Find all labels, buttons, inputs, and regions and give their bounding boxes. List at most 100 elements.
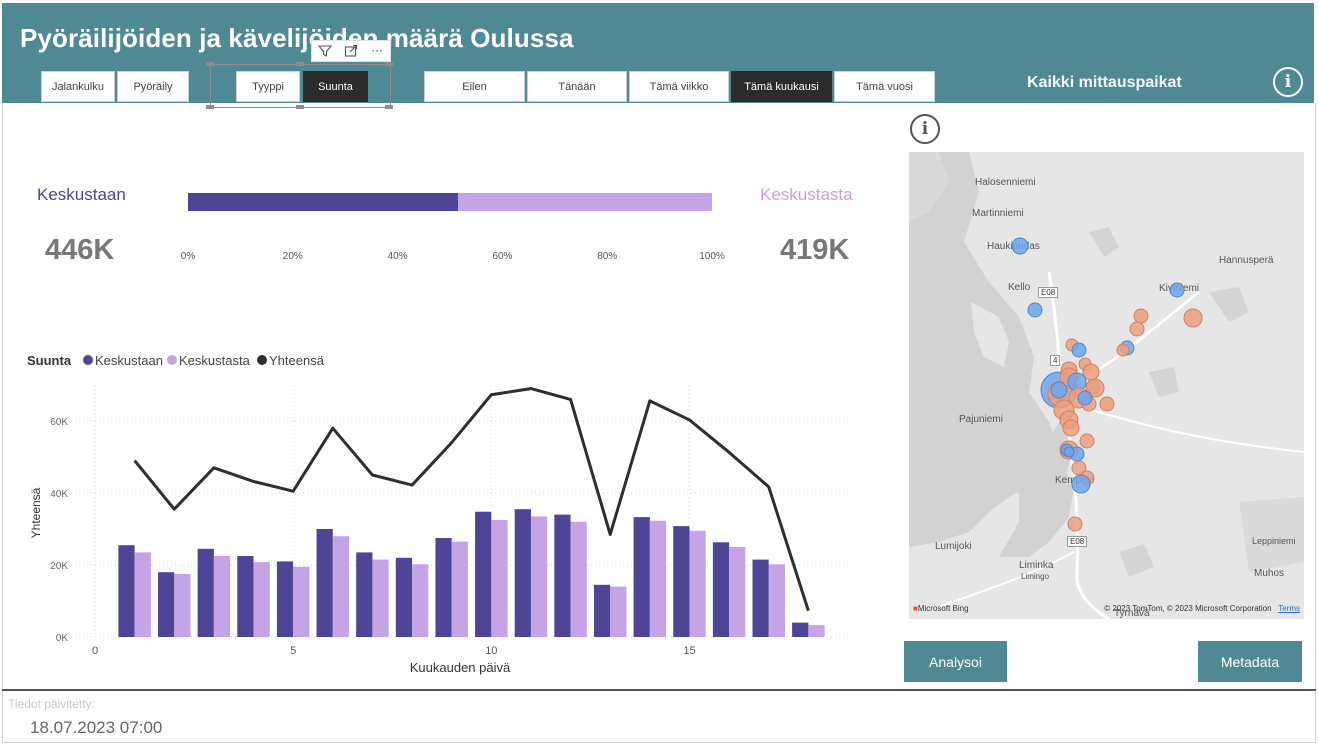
- slicer-item-this-week[interactable]: Tämä viikko: [629, 71, 729, 102]
- bar-to-center: [118, 545, 135, 637]
- road-shield: E08: [1067, 536, 1088, 547]
- info-icon[interactable]: i: [1273, 67, 1303, 97]
- y-tick-label: 20K: [50, 561, 68, 572]
- share-tick-label: 60%: [492, 251, 512, 262]
- measurement-point-bubble: [1063, 446, 1075, 458]
- slicer-item-cycling[interactable]: Pyöräily: [117, 71, 189, 102]
- metadata-button[interactable]: Metadata: [1198, 641, 1302, 682]
- bar-to-center: [237, 556, 254, 637]
- resize-handle[interactable]: [296, 62, 304, 66]
- location-filter-label[interactable]: Kaikki mittauspaikat: [1027, 74, 1182, 91]
- road-shield: 4: [1050, 355, 1061, 366]
- bar-from-center: [729, 547, 746, 637]
- x-axis-title: Kuukauden päivä: [410, 660, 511, 675]
- legend-entry: Keskustaan: [95, 353, 163, 368]
- y-tick-label: 60K: [50, 417, 68, 428]
- visual-header-toolbar: ···: [311, 40, 391, 62]
- daily-count-combo-chart: Suunta Keskustaan Keskustasta Yhteensä 0K 20K…: [27, 353, 848, 675]
- map-place-label: Pajuniemi: [959, 414, 1003, 425]
- road-shield: E08: [1038, 287, 1059, 298]
- bar-from-center: [134, 552, 151, 637]
- slicer-item-walking[interactable]: Jalankulku: [41, 71, 115, 102]
- resize-handle[interactable]: [385, 62, 393, 66]
- bar-from-center: [293, 566, 310, 637]
- measurement-point-bubble: [1050, 381, 1068, 399]
- map-place-label: Kello: [1008, 282, 1031, 293]
- kpi-from-center-label: Keskustasta: [760, 185, 853, 204]
- share-tick-label: 40%: [388, 251, 408, 262]
- x-tick-label: 15: [683, 645, 695, 657]
- bar-to-center: [633, 517, 650, 637]
- updated-value: 18.07.2023 07:00: [30, 718, 163, 737]
- measurement-point-bubble: [1071, 342, 1087, 358]
- bar-from-center: [174, 574, 191, 637]
- bar-to-center: [554, 514, 571, 637]
- bar-from-center: [649, 520, 667, 637]
- bar-to-center: [673, 526, 690, 637]
- updated-label: Tiedot päivitetty:: [8, 697, 95, 711]
- bar-from-center: [768, 564, 785, 637]
- map-terms-link[interactable]: Terms: [1278, 604, 1300, 613]
- total-line: [133, 387, 810, 612]
- measurement-point-bubble: [1071, 474, 1091, 494]
- map-copyright: © 2023 TomTom, © 2023 Microsoft Corporat…: [1104, 604, 1272, 613]
- focus-mode-icon[interactable]: [342, 42, 360, 60]
- bar-from-center: [530, 516, 548, 637]
- share-tick-label: 80%: [597, 251, 617, 262]
- legend-marker: [83, 355, 93, 365]
- map-bubbles-layer[interactable]: [909, 152, 1304, 619]
- share-tick-label: 100%: [699, 251, 725, 262]
- resize-handle[interactable]: [206, 62, 214, 66]
- legend-marker: [257, 355, 267, 365]
- bar-from-center: [332, 536, 350, 637]
- bar-from-center: [689, 530, 706, 637]
- slicer-item-type[interactable]: Tyyppi: [236, 71, 300, 102]
- slicer-item-today[interactable]: Tänään: [527, 71, 627, 102]
- map-attribution: ■Microsoft Bing © 2023 TomTom, © 2023 Mi…: [913, 604, 1300, 613]
- bar-from-center: [372, 559, 389, 637]
- measurement-point-bubble: [1027, 302, 1043, 318]
- measurement-point-bubble: [1079, 433, 1095, 449]
- slicer-item-this-month[interactable]: Tämä kuukausi: [731, 71, 832, 102]
- slicer-item-direction[interactable]: Suunta: [303, 71, 368, 102]
- share-tick-label: 20%: [283, 251, 303, 262]
- x-tick-label: 0: [92, 645, 98, 657]
- measurement-point-map[interactable]: Halosenniemi Martinniemi Haukipudas Kell…: [909, 152, 1304, 619]
- resize-handle[interactable]: [206, 105, 214, 109]
- analyze-button[interactable]: Analysoi: [904, 641, 1007, 682]
- slicer-item-yesterday[interactable]: Eilen: [424, 71, 525, 102]
- footer-divider: [2, 689, 1316, 691]
- map-place-label: Leppiniemi: [1252, 536, 1296, 546]
- more-options-icon[interactable]: ···: [371, 44, 383, 58]
- resize-handle[interactable]: [385, 105, 393, 109]
- x-tick-label: 5: [290, 645, 296, 657]
- map-place-label: Liminka: [1019, 560, 1054, 571]
- share-bar-segment: [458, 193, 712, 211]
- kpi-from-center-value: 419K: [780, 234, 850, 266]
- y-tick-label: 40K: [50, 489, 68, 500]
- footer-panel: [2, 691, 1316, 743]
- bar-from-center: [213, 556, 231, 637]
- measurement-point-bubble: [1067, 516, 1083, 532]
- bar-to-center: [475, 511, 492, 637]
- resize-handle[interactable]: [296, 105, 304, 109]
- direction-share-bar-chart: 0% 20% 40% 60% 80% 100%: [181, 193, 725, 262]
- map-place-label: Tyrnävä: [1114, 608, 1150, 619]
- bing-logo: ■Microsoft Bing: [913, 604, 969, 613]
- bar-to-center: [792, 622, 809, 637]
- measurement-point-bubble: [1183, 308, 1203, 328]
- bar-to-center: [316, 529, 333, 637]
- measurement-point-bubble: [1062, 419, 1080, 437]
- x-tick-label: 10: [485, 645, 497, 657]
- bar-to-center: [752, 559, 769, 637]
- map-info-icon[interactable]: i: [910, 114, 940, 144]
- map-base: [909, 152, 1304, 619]
- kpi-to-center-label: Keskustaan: [37, 185, 126, 204]
- legend-entry: Keskustasta: [179, 353, 251, 368]
- bar-to-center: [712, 542, 730, 637]
- slicer-item-this-year[interactable]: Tämä vuosi: [834, 71, 935, 102]
- map-place-label: Martinniemi: [972, 208, 1024, 219]
- filter-icon[interactable]: [316, 42, 334, 60]
- bar-from-center: [491, 520, 508, 637]
